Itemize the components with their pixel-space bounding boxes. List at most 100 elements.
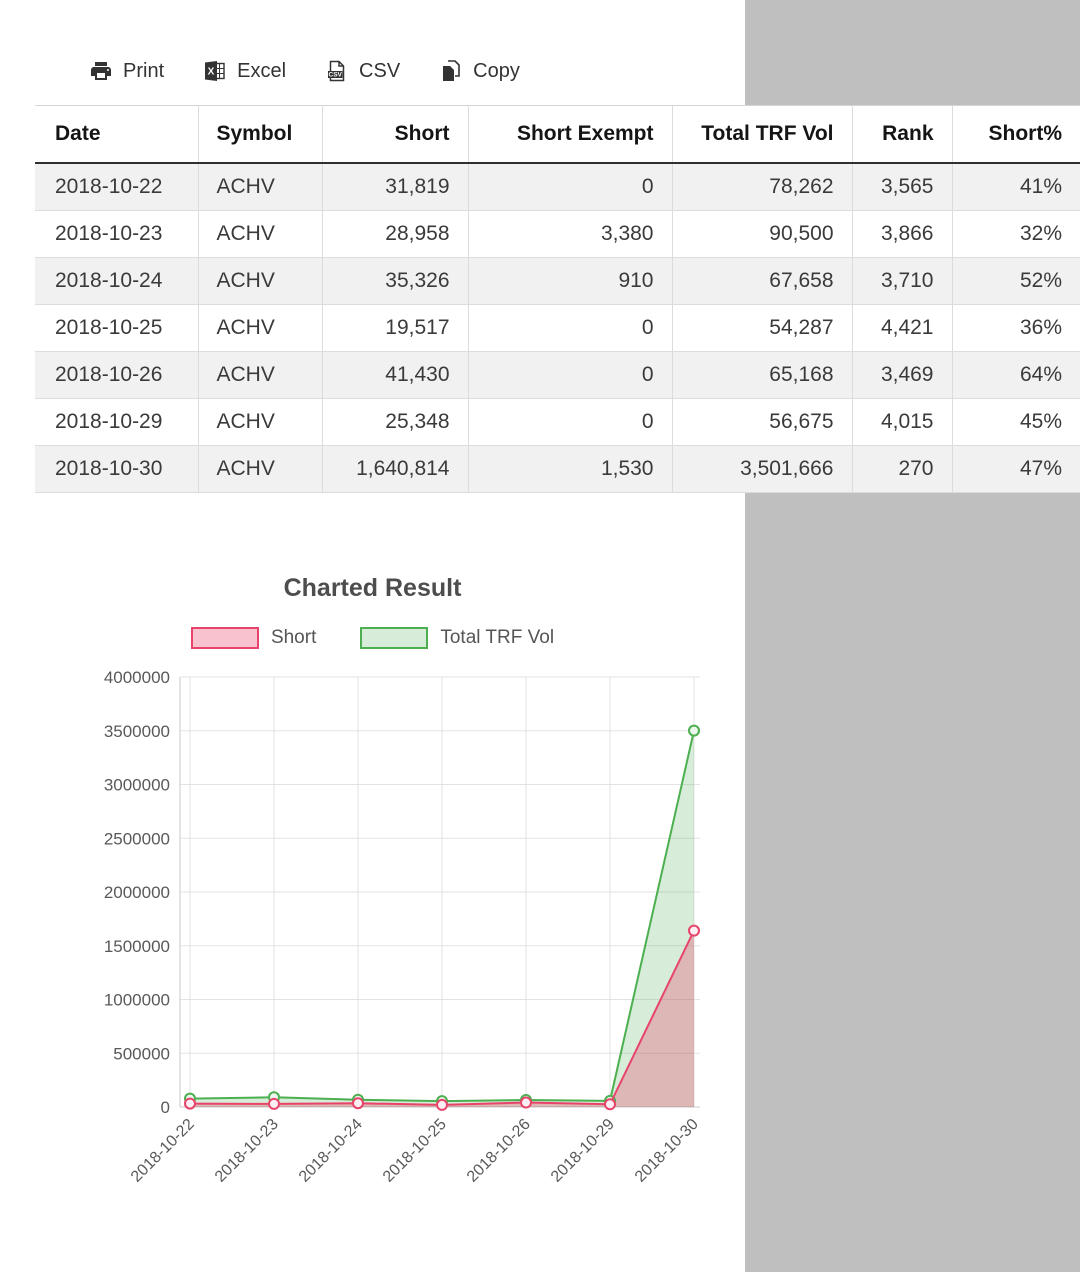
cell: 78,262 <box>671 163 852 211</box>
table-row: 2018-10-23 ACHV 28,958 3,380 90,500 3,866 32% <box>35 210 1080 258</box>
column-header-symbol[interactable]: Symbol <box>197 105 322 164</box>
data-point-marker[interactable] <box>520 1096 532 1109</box>
x-tick-label: 2018-10-29 <box>548 1116 618 1186</box>
excel-button-label: Excel <box>237 59 287 82</box>
data-point-marker[interactable] <box>352 1097 364 1110</box>
print-button[interactable]: Print <box>88 58 164 84</box>
cell: 2018-10-30 <box>35 445 198 493</box>
cell: 52% <box>951 257 1080 305</box>
cell: 3,469 <box>851 351 952 399</box>
cell: 270 <box>851 445 952 493</box>
short-series-swatch <box>190 627 259 649</box>
table-row: 2018-10-29 ACHV 25,348 0 56,675 4,015 45% <box>35 398 1080 446</box>
x-tick-label: 2018-10-22 <box>128 1116 198 1186</box>
data-point-marker[interactable] <box>688 724 700 737</box>
y-tick-label: 4000000 <box>104 668 170 687</box>
cell: 67,658 <box>671 257 852 305</box>
cell: 3,710 <box>851 257 952 305</box>
cell: 0 <box>467 304 672 352</box>
copy-button-label: Copy <box>473 59 520 82</box>
cell: 2018-10-29 <box>35 398 198 446</box>
printer-icon <box>88 58 114 84</box>
column-header-total-trf-vol[interactable]: Total TRF Vol <box>671 105 852 164</box>
data-point-marker[interactable] <box>604 1098 616 1111</box>
table-row: 2018-10-24 ACHV 35,326 910 67,658 3,710 52% <box>35 257 1080 305</box>
cell: 64% <box>951 351 1080 399</box>
data-point-marker[interactable] <box>184 1097 196 1110</box>
cell: 65,168 <box>671 351 852 399</box>
excel-button[interactable]: X Excel <box>202 58 286 84</box>
x-tick-label: 2018-10-30 <box>632 1116 702 1186</box>
cell: 41% <box>951 163 1080 211</box>
y-tick-label: 3000000 <box>104 776 170 795</box>
legend-item-short[interactable]: Short <box>190 627 317 649</box>
table-body: 2018-10-22 ACHV 31,819 0 78,262 3,565 41% 2018-… <box>35 163 1080 493</box>
chart-title: Charted Result <box>283 574 462 602</box>
svg-text:X: X <box>208 67 215 78</box>
print-button-label: Print <box>123 59 165 82</box>
cell: 3,866 <box>851 210 952 258</box>
cell: 0 <box>467 351 672 399</box>
cell: 41,430 <box>321 351 468 399</box>
cell: 0 <box>467 398 672 446</box>
cell: ACHV <box>197 445 322 493</box>
legend-item-total-trf-vol[interactable]: Total TRF Vol <box>360 627 554 649</box>
data-point-marker[interactable] <box>688 924 700 937</box>
cell: 32% <box>951 210 1080 258</box>
y-tick-label: 2500000 <box>104 829 170 848</box>
cell: 19,517 <box>321 304 468 352</box>
cell: ACHV <box>197 304 322 352</box>
cell: 90,500 <box>671 210 852 258</box>
cell: 31,819 <box>321 163 468 211</box>
csv-button-label: CSV <box>359 59 401 82</box>
cell: ACHV <box>197 163 322 211</box>
column-header-rank[interactable]: Rank <box>851 105 952 164</box>
cell: 2018-10-25 <box>35 304 198 352</box>
data-point-marker[interactable] <box>436 1098 448 1111</box>
column-header-date[interactable]: Date <box>35 105 198 164</box>
y-tick-label: 1500000 <box>104 937 170 956</box>
cell: 3,380 <box>467 210 672 258</box>
cell: 3,565 <box>851 163 952 211</box>
cell: 2018-10-23 <box>35 210 198 258</box>
legend-label-total-trf-vol: Total TRF Vol <box>440 627 555 648</box>
series-area <box>190 930 694 1107</box>
cell: 2018-10-24 <box>35 257 198 305</box>
cell: 45% <box>951 398 1080 446</box>
total-trf-vol-series-swatch <box>360 627 429 649</box>
chart-canvas: 0 500000 1000000 1500000 2000000 2500000 30000… <box>104 668 702 1186</box>
y-tick-label: 500000 <box>113 1044 170 1063</box>
y-tick-label: 3500000 <box>104 722 170 741</box>
cell: ACHV <box>197 257 322 305</box>
column-header-short[interactable]: Short% <box>951 105 1080 164</box>
results-table: Date Symbol Short Short Exempt Total TRF Vol… <box>35 105 1080 493</box>
series-area <box>190 730 694 1107</box>
cell: 35,326 <box>321 257 468 305</box>
chart-legend: Short Total TRF Vol <box>0 627 745 649</box>
csv-file-icon: CSV <box>324 58 350 84</box>
cell: 2018-10-26 <box>35 351 198 399</box>
column-header-short[interactable]: Short <box>321 105 468 164</box>
table-row: 2018-10-22 ACHV 31,819 0 78,262 3,565 41% <box>35 163 1080 211</box>
table-row: 2018-10-26 ACHV 41,430 0 65,168 3,469 64% <box>35 351 1080 399</box>
y-tick-label: 2000000 <box>104 883 170 902</box>
x-tick-label: 2018-10-26 <box>464 1116 534 1186</box>
cell: 4,421 <box>851 304 952 352</box>
table-header: Date Symbol Short Short Exempt Total TRF Vol… <box>35 105 1080 164</box>
table-row: 2018-10-25 ACHV 19,517 0 54,287 4,421 36% <box>35 304 1080 352</box>
copy-icon <box>438 58 464 84</box>
legend-label-short: Short <box>270 627 317 648</box>
cell: 36% <box>951 304 1080 352</box>
table-row: 2018-10-30 ACHV 1,640,814 1,530 3,501,666 270… <box>35 445 1080 493</box>
data-point-marker[interactable] <box>268 1097 280 1110</box>
table-header-row: Date Symbol Short Short Exempt Total TRF Vol… <box>35 105 1080 164</box>
column-header-short-exempt[interactable]: Short Exempt <box>467 105 672 164</box>
export-toolbar: Print X Excel CSV CSV <box>88 58 520 84</box>
cell: 54,287 <box>671 304 852 352</box>
x-tick-label: 2018-10-25 <box>380 1116 450 1186</box>
x-tick-label: 2018-10-23 <box>212 1116 282 1186</box>
copy-button[interactable]: Copy <box>438 58 520 84</box>
excel-file-icon: X <box>202 58 228 84</box>
csv-button[interactable]: CSV CSV <box>324 58 400 84</box>
cell: 1,640,814 <box>321 445 468 493</box>
